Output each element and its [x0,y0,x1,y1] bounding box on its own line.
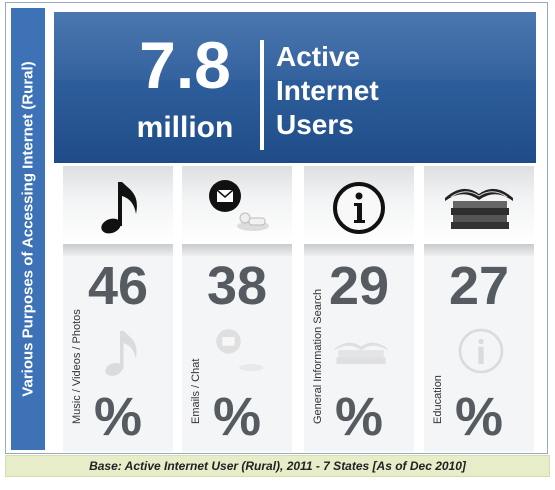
books-watermark-icon [334,342,388,365]
category-column-education: 27 Education % [424,166,534,452]
percent-sign: % [212,387,261,447]
category-column-music: 46 Music / Videos / Photos % [63,166,173,452]
percent-sign: % [454,387,503,447]
header-glare [54,12,536,80]
category-percentage: 38 [206,256,268,316]
side-label: Various Purposes of Accessing Internet (… [19,61,37,397]
category-column-emails-chat: 38 Emails / Chat % [182,166,292,452]
icon-area [182,166,292,244]
info-icon [333,182,385,234]
header-title-line: Internet [276,75,379,106]
header-banner: 7.8 million Active Internet Users [54,12,536,163]
footer-note: Base: Active Internet User (Rural), 2011… [5,455,550,477]
header-title-line: Active [276,41,361,72]
category-column-information-search: 29 General Information Search % [304,166,414,452]
percent-sign: % [334,387,383,447]
user-count-number: 7.8 [139,28,231,102]
category-grid: 46 Music / Videos / Photos % 38 [54,166,536,452]
category-percentage: 46 [87,256,149,316]
icon-area [424,166,534,244]
icon-area [304,166,414,244]
column-band [63,244,173,256]
footer-text: Base: Active Internet User (Rural), 2011… [89,459,466,473]
email-chat-watermark-icon [216,329,264,372]
column-band [182,244,292,256]
music-note-icon [101,182,137,234]
info-watermark-icon [458,328,504,374]
side-band [11,8,45,450]
percent-sign: % [93,387,142,447]
music-note-watermark-icon [105,330,137,376]
header-title-line: Users [276,109,354,140]
header-title: Active Internet Users [276,40,506,142]
icon-area [63,166,173,244]
header-divider [260,40,264,150]
email-chat-icon [209,180,269,231]
user-count-unit: million [136,111,234,144]
books-icon [445,188,513,229]
column-band [424,244,534,256]
category-percentage: 29 [328,256,390,316]
category-percentage: 27 [448,256,510,316]
column-band [304,244,414,256]
